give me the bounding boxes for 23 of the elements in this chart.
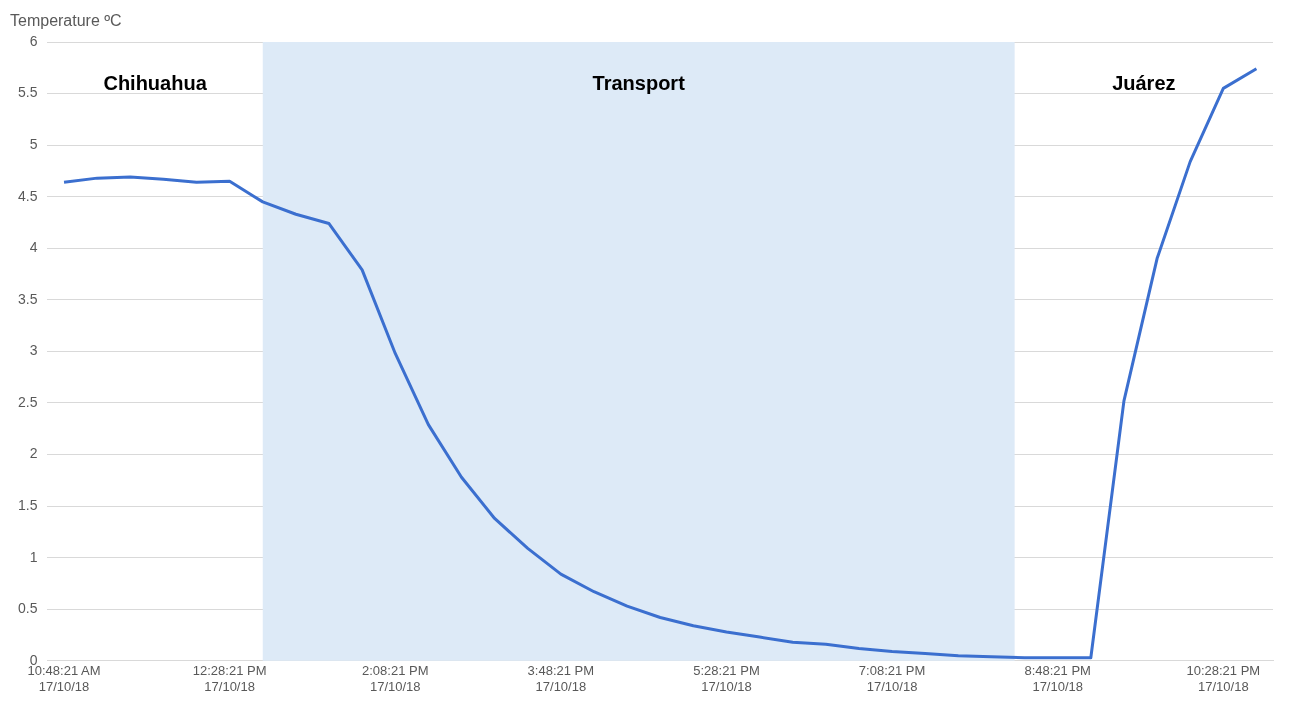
y-tick-label: 4: [29, 239, 38, 256]
x-tick-label: 10:28:21 PM 17/10/18: [1186, 663, 1261, 694]
y-tick-label: 0.5: [17, 600, 38, 617]
y-tick-label: 5.5: [17, 84, 38, 101]
y-tick-label: 1: [29, 548, 38, 565]
y-tick-label: 3: [29, 342, 38, 359]
annotation: Transport: [592, 72, 686, 94]
annotation: Juárez: [1112, 72, 1176, 94]
x-tick-label: 7:08:21 PM 17/10/18: [858, 663, 926, 694]
x-tick-label: 12:28:21 PM 17/10/18: [192, 663, 267, 694]
y-tick-label: 2: [29, 445, 38, 462]
y-tick-label: 3.5: [17, 290, 38, 307]
y-tick-label: 6: [29, 32, 38, 49]
x-tick-label: 2:08:21 PM 17/10/18: [362, 663, 429, 694]
y-tick-label: 4.5: [17, 187, 38, 204]
y-tick-label: 5: [29, 135, 38, 152]
x-tick-label: 3:48:21 PM 17/10/18: [527, 663, 595, 694]
y-tick-label: 2.5: [17, 393, 38, 410]
annotation: Chihuahua: [103, 72, 208, 94]
x-tick-label: 8:48:21 PM 17/10/18: [1024, 663, 1091, 694]
x-tick-label: 5:28:21 PM 17/10/18: [693, 663, 760, 694]
y-axis-title: Temperature ºC: [10, 12, 122, 29]
y-tick-label: 1.5: [17, 496, 38, 513]
